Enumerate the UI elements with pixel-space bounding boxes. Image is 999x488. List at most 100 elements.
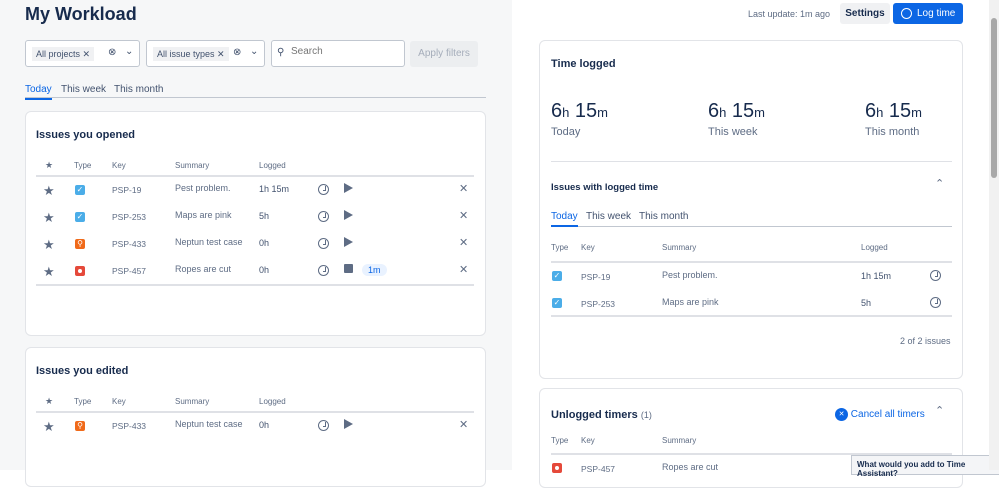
chevron-up-icon[interactable]: ⌃: [935, 178, 945, 190]
start-timer-icon[interactable]: [344, 419, 353, 429]
running-timer-badge: 1m: [362, 264, 387, 276]
test-type-icon: ⚲: [75, 421, 85, 431]
issue-summary: Neptun test case: [175, 237, 243, 247]
unlogged-count: (1): [640, 410, 652, 420]
stop-timer-icon[interactable]: [344, 264, 353, 273]
tabs-divider: [551, 226, 952, 227]
star-icon[interactable]: ★: [43, 237, 55, 252]
divider: [36, 175, 474, 177]
time-logged-card: [539, 40, 963, 379]
star-icon[interactable]: ★: [43, 419, 55, 434]
feedback-tooltip[interactable]: What would you add to Time Assistant?: [851, 455, 999, 478]
chevron-up-icon[interactable]: ⌃: [935, 405, 945, 417]
time-period-label: Today: [551, 126, 581, 138]
tab-this-month[interactable]: This month: [114, 84, 164, 95]
star-column-icon: ★: [45, 396, 54, 406]
issue-key-link[interactable]: PSP-433: [112, 239, 147, 249]
log-time-clock-icon[interactable]: [930, 297, 941, 308]
tab-today[interactable]: Today: [551, 211, 578, 227]
issue-key-link[interactable]: PSP-19: [581, 272, 611, 282]
log-time-clock-icon[interactable]: [318, 420, 329, 431]
column-header: Summary: [662, 436, 697, 445]
column-header: Type: [551, 243, 569, 252]
star-column-icon: ★: [45, 160, 54, 170]
time-period-label: This week: [708, 126, 758, 138]
clear-icon[interactable]: ⊗: [233, 47, 242, 58]
issue-summary: Maps are pink: [175, 210, 232, 220]
column-header: Summary: [662, 243, 697, 252]
cancel-all-timers-button[interactable]: ✕ Cancel all timers: [835, 408, 925, 421]
log-time-button[interactable]: Log time: [893, 3, 963, 24]
time-total: 6h 15m: [865, 100, 922, 123]
remove-icon[interactable]: ✕: [459, 419, 469, 431]
remove-icon[interactable]: ✕: [459, 183, 469, 195]
issue-type-filter[interactable]: All issue types ✕ ⊗ ⌄: [146, 40, 265, 67]
issue-key-link[interactable]: PSP-19: [112, 185, 142, 195]
settings-button[interactable]: Settings: [840, 3, 890, 24]
issue-key-link[interactable]: PSP-433: [112, 421, 147, 431]
column-header: Logged: [259, 397, 286, 406]
scrollbar-thumb[interactable]: [991, 18, 997, 178]
unlogged-title: Unlogged timers (1): [551, 409, 652, 421]
search-input[interactable]: [291, 46, 396, 57]
log-time-clock-icon[interactable]: [318, 238, 329, 249]
column-header: Summary: [175, 161, 210, 170]
project-chip-label: All projects: [36, 49, 81, 59]
remove-icon[interactable]: ✕: [459, 210, 469, 222]
issue-summary: Pest problem.: [662, 270, 718, 280]
tab-this-week[interactable]: This week: [61, 84, 107, 95]
hours: 6: [865, 100, 877, 122]
bug-type-icon: [552, 463, 562, 473]
tab-this-month[interactable]: This month: [639, 211, 689, 222]
unlogged-title-label: Unlogged timers: [551, 409, 638, 421]
start-timer-icon[interactable]: [344, 183, 353, 193]
column-header: Type: [74, 161, 92, 170]
project-chip: All projects ✕: [32, 47, 95, 61]
column-header: Key: [581, 436, 595, 445]
issue-key-link[interactable]: PSP-253: [112, 212, 147, 222]
remove-icon[interactable]: ✕: [459, 264, 469, 276]
tab-this-week[interactable]: This week: [586, 211, 632, 222]
clear-icon[interactable]: ⊗: [108, 47, 117, 58]
issue-key-link[interactable]: PSP-457: [581, 464, 616, 474]
start-timer-icon[interactable]: [344, 237, 353, 247]
issue-summary: Maps are pink: [662, 297, 719, 307]
divider: [36, 411, 474, 413]
section-title: Issues you edited: [36, 365, 129, 377]
star-icon[interactable]: ★: [43, 183, 55, 198]
log-time-clock-icon[interactable]: [930, 270, 941, 281]
minutes-unit: m: [754, 105, 766, 120]
tabs-divider: [25, 97, 486, 98]
remove-icon[interactable]: ✕: [459, 237, 469, 249]
log-time-clock-icon[interactable]: [318, 265, 329, 276]
search-field[interactable]: ⚲: [271, 40, 405, 67]
log-time-clock-icon[interactable]: [318, 211, 329, 222]
logged-value: 0h: [259, 265, 270, 275]
minutes-unit: m: [911, 105, 923, 120]
divider: [551, 453, 952, 455]
task-type-icon: ✓: [75, 185, 85, 195]
issue-type-chip-label: All issue types: [157, 49, 215, 59]
divider: [36, 284, 474, 286]
column-header: Summary: [175, 397, 210, 406]
minutes: 15: [731, 100, 755, 122]
time-total: 6h 15m: [551, 100, 608, 123]
issue-key-link[interactable]: PSP-253: [581, 299, 616, 309]
project-filter[interactable]: All projects ✕ ⊗ ⌄: [25, 40, 140, 67]
tab-today[interactable]: Today: [25, 84, 52, 100]
issue-summary: Ropes are cut: [662, 462, 719, 472]
divider: [551, 315, 952, 317]
star-icon[interactable]: ★: [43, 264, 55, 279]
log-time-clock-icon[interactable]: [318, 184, 329, 195]
star-icon[interactable]: ★: [43, 210, 55, 225]
log-time-label: Log time: [917, 8, 956, 19]
column-header: Key: [112, 397, 126, 406]
time-logged-title: Time logged: [551, 58, 616, 70]
chevron-down-icon[interactable]: ⌄: [250, 46, 259, 57]
apply-filters-button[interactable]: Apply filters: [410, 41, 478, 67]
start-timer-icon[interactable]: [344, 210, 353, 220]
chevron-down-icon[interactable]: ⌄: [125, 46, 134, 57]
issue-key-link[interactable]: PSP-457: [112, 266, 147, 276]
scrollbar[interactable]: [989, 0, 999, 470]
column-header: Logged: [259, 161, 286, 170]
